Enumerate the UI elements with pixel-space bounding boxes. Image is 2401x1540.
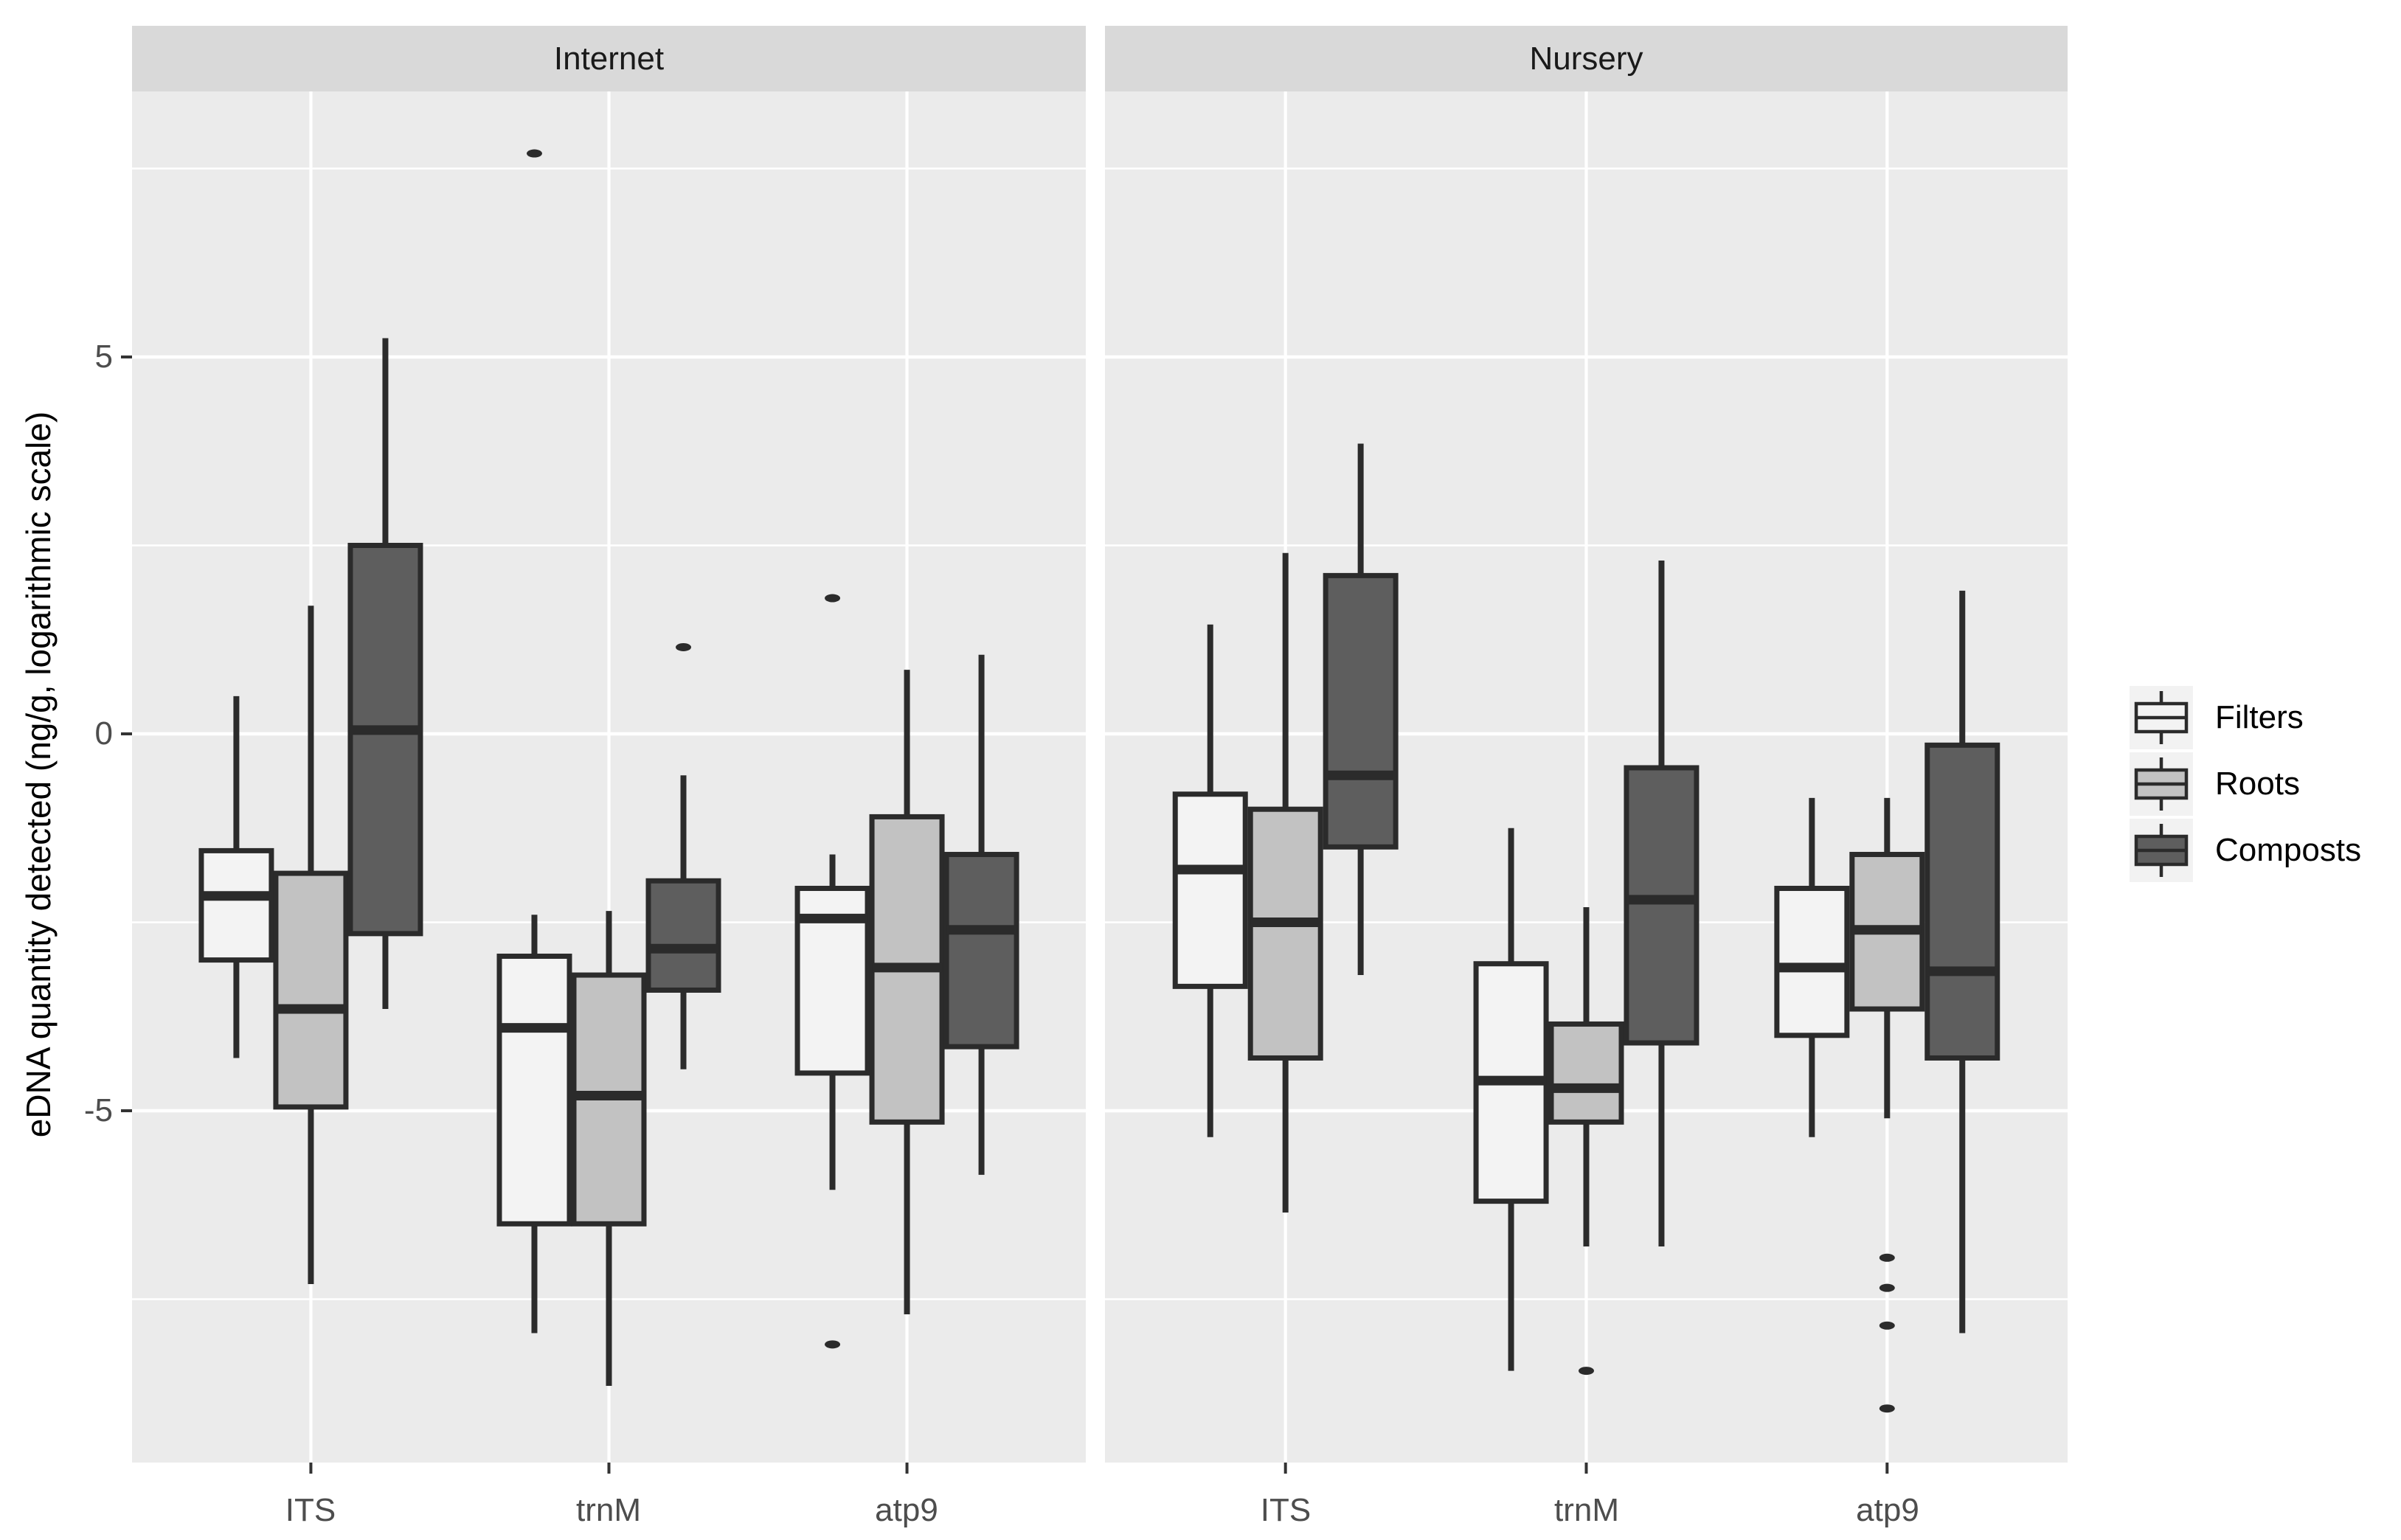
- facet-strip-internet: Internet: [132, 26, 1086, 91]
- outlier-point-internet-atp9-filters: [825, 594, 841, 603]
- x-tick-label-nursery-its: ITS: [1260, 1492, 1312, 1528]
- x-tick-label-nursery-trnm: trnM: [1554, 1492, 1619, 1528]
- facet-title-internet: Internet: [553, 40, 665, 77]
- legend-item-composts: Composts: [2130, 819, 2361, 882]
- box-nursery-atp9-filters: [1774, 886, 1850, 1038]
- x-tick-label-nursery-atp9: atp9: [1856, 1492, 1919, 1528]
- outlier-point-nursery-atp9-roots: [1879, 1404, 1895, 1413]
- x-tick-label-internet-its: ITS: [285, 1492, 336, 1528]
- box-nursery-atp9-composts: [1924, 742, 2000, 1061]
- outlier-point-internet-trnm-composts: [676, 642, 692, 651]
- box-internet-its-roots: [273, 870, 349, 1110]
- outlier-point-nursery-atp9-roots: [1879, 1253, 1895, 1262]
- legend-label-filters: Filters: [2215, 699, 2304, 735]
- legend-item-filters: Filters: [2130, 686, 2361, 749]
- y-tick-label-minus5: -5: [83, 1092, 113, 1128]
- boxplot-key-icon: [2130, 752, 2193, 816]
- box-nursery-trnm-roots: [1548, 1021, 1624, 1125]
- legend-item-roots: Roots: [2130, 752, 2361, 816]
- x-tick-label-internet-atp9: atp9: [875, 1492, 938, 1528]
- y-tick-label-0: 0: [94, 715, 113, 752]
- legend: Filters Roots Composts: [2130, 686, 2361, 885]
- facet-strip-nursery: Nursery: [1105, 26, 2068, 91]
- box-nursery-its-roots: [1247, 806, 1323, 1061]
- x-tick-label-internet-trnm: trnM: [576, 1492, 641, 1528]
- box-nursery-its-filters: [1172, 791, 1248, 989]
- outlier-point-nursery-trnm-roots: [1579, 1367, 1594, 1376]
- y-axis-title: eDNA quantity detected (ng/g, logarithmi…: [19, 411, 58, 1138]
- box-internet-trnm-composts: [645, 878, 721, 993]
- boxplot-key-icon: [2130, 686, 2193, 749]
- legend-label-composts: Composts: [2215, 832, 2362, 868]
- box-internet-its-composts: [347, 543, 423, 937]
- box-nursery-trnm-composts: [1624, 765, 1700, 1046]
- box-internet-atp9-composts: [943, 852, 1019, 1050]
- outlier-point-internet-atp9-filters: [825, 1340, 841, 1349]
- outlier-point-internet-trnm-filters: [526, 149, 542, 158]
- boxplot-key-icon: [2130, 819, 2193, 882]
- box-internet-its-filters: [198, 847, 274, 963]
- outlier-point-nursery-atp9-roots: [1879, 1283, 1895, 1292]
- legend-label-roots: Roots: [2215, 766, 2300, 802]
- box-internet-trnm-filters: [496, 953, 572, 1227]
- facet-title-nursery: Nursery: [1529, 40, 1643, 77]
- outlier-point-nursery-atp9-roots: [1879, 1321, 1895, 1330]
- y-tick-label-5: 5: [94, 339, 113, 375]
- box-nursery-its-composts: [1323, 572, 1399, 850]
